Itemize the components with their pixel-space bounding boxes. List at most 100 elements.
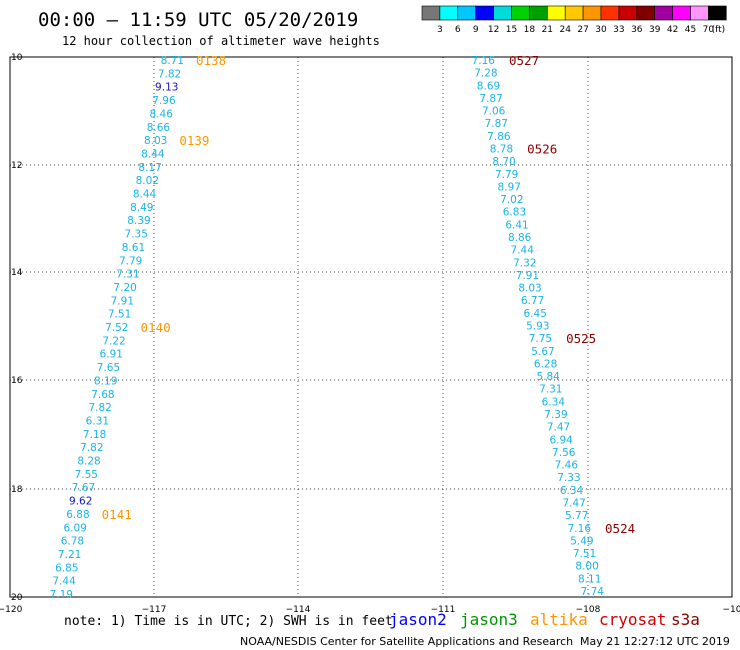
wave-height-value: 9.13 bbox=[155, 82, 178, 94]
wave-height-value: 8.39 bbox=[127, 215, 150, 227]
map-border bbox=[9, 56, 733, 598]
wave-height-value: 7.96 bbox=[152, 95, 176, 107]
wave-height-value: 7.33 bbox=[557, 472, 580, 484]
legend-swatch bbox=[439, 5, 459, 21]
legend-swatch bbox=[564, 5, 584, 21]
wave-height-value: 7.87 bbox=[479, 93, 502, 105]
legend-swatch bbox=[546, 5, 566, 21]
wave-height-value: 8.19 bbox=[94, 375, 117, 387]
pass-time-label: 0527 bbox=[509, 53, 539, 68]
wave-height-value: 6.45 bbox=[524, 308, 547, 320]
wave-height-value: 6.94 bbox=[549, 434, 573, 446]
pass-time-label: 0526 bbox=[527, 142, 557, 157]
wave-height-value: 7.51 bbox=[108, 309, 131, 321]
legend-label: 70 bbox=[703, 25, 715, 35]
wave-height-value: 7.18 bbox=[83, 429, 106, 441]
legend-label: 3 bbox=[437, 25, 443, 35]
wave-height-value: 7.82 bbox=[80, 442, 103, 454]
wave-height-value: 8.17 bbox=[138, 162, 161, 174]
legend-swatch bbox=[600, 5, 620, 21]
wave-height-value: 5.93 bbox=[526, 321, 549, 333]
legend-label: 12 bbox=[488, 25, 499, 35]
wave-height-value: 6.85 bbox=[55, 562, 78, 574]
legend-swatch bbox=[672, 5, 691, 21]
legend-label: 15 bbox=[506, 25, 517, 35]
wave-height-value: 7.47 bbox=[547, 422, 570, 434]
wave-height-value: 6.41 bbox=[505, 219, 528, 231]
wave-height-value: 8.71 bbox=[161, 55, 184, 67]
wave-height-value: 7.47 bbox=[562, 498, 585, 510]
legend-label: 45 bbox=[685, 25, 696, 35]
wave-height-value: 6.83 bbox=[503, 207, 526, 219]
wave-height-value: 8.02 bbox=[136, 175, 159, 187]
wave-height-value: 5.49 bbox=[570, 535, 593, 547]
wave-height-value: 8.03 bbox=[518, 283, 541, 295]
latitude-label: 10 bbox=[11, 53, 23, 63]
longitude-label: −108 bbox=[576, 605, 601, 615]
latitude-label: 12 bbox=[11, 161, 22, 171]
wave-height-value: 7.86 bbox=[487, 131, 511, 143]
wave-height-value: 7.55 bbox=[75, 469, 98, 481]
wave-height-value: 7.82 bbox=[158, 68, 181, 80]
wave-height-value: 8.49 bbox=[130, 202, 153, 214]
wave-height-value: 5.77 bbox=[565, 510, 588, 522]
wave-height-value: 7.91 bbox=[111, 295, 134, 307]
wave-height-value: 8.86 bbox=[508, 232, 532, 244]
wave-height-value: 7.39 bbox=[544, 409, 567, 421]
wave-height-value: 7.28 bbox=[474, 68, 497, 80]
satellite-jason3-label: jason3 bbox=[460, 610, 518, 629]
legend-swatch bbox=[690, 5, 709, 21]
latitude-label: 18 bbox=[11, 485, 23, 495]
wave-height-value: 7.44 bbox=[511, 245, 535, 257]
satellite-s3a-label: s3a bbox=[671, 610, 700, 629]
wave-height-value: 8.44 bbox=[141, 148, 165, 160]
wave-height-value: 5.67 bbox=[531, 346, 554, 358]
wave-height-value: 7.21 bbox=[58, 549, 81, 561]
wave-height-value: 7.51 bbox=[573, 548, 596, 560]
legend-swatch bbox=[636, 5, 655, 21]
wave-height-value: 9.62 bbox=[69, 496, 92, 508]
legend-label: 33 bbox=[613, 25, 624, 35]
wave-height-value: 8.11 bbox=[578, 573, 601, 585]
wave-height-value: 8.61 bbox=[122, 242, 145, 254]
wave-height-value: 7.74 bbox=[581, 586, 605, 598]
longitude-label: −10 bbox=[723, 605, 740, 615]
pass-time-label: 0138 bbox=[196, 53, 226, 68]
map-frame: −120 −117 −114 −111 −108 −10 10 12 14 16 18 20 bbox=[0, 53, 740, 615]
legend-swatch bbox=[457, 5, 476, 21]
legend-swatch bbox=[582, 5, 602, 21]
legend-swatch bbox=[475, 5, 494, 21]
wave-height-value: 6.34 bbox=[542, 396, 566, 408]
wave-height-value: 6.78 bbox=[61, 536, 84, 548]
legend-swatch bbox=[493, 5, 512, 21]
legend-swatch bbox=[618, 5, 638, 21]
wave-height-value: 7.46 bbox=[555, 460, 579, 472]
wave-height-value: 7.82 bbox=[88, 402, 111, 414]
wave-height-value: 6.88 bbox=[66, 509, 89, 521]
satellite-key: jason2 jason3 altika cryosat s3a bbox=[389, 610, 700, 629]
timestamp: May 21 12:27:12 UTC 2019 bbox=[580, 635, 730, 648]
legend-swatch bbox=[708, 5, 727, 21]
wave-height-value: 5.84 bbox=[536, 371, 560, 383]
wave-height-value: 7.16 bbox=[472, 55, 496, 67]
page-subtitle: 12 hour collection of altimeter wave hei… bbox=[62, 34, 380, 48]
wave-height-value: 7.87 bbox=[485, 118, 508, 130]
wave-height-value: 8.03 bbox=[144, 135, 167, 147]
legend-label: 42 bbox=[667, 25, 678, 35]
wave-height-value: 8.00 bbox=[575, 561, 598, 573]
wave-height-value: 8.97 bbox=[498, 181, 521, 193]
wave-height-value: 7.35 bbox=[125, 229, 148, 241]
legend-swatch bbox=[421, 5, 441, 21]
wave-height-value: 7.79 bbox=[119, 255, 142, 267]
wave-height-value: 7.44 bbox=[52, 576, 76, 588]
footnote: note: 1) Time is in UTC; 2) SWH is in fe… bbox=[64, 614, 393, 629]
wave-height-value: 7.19 bbox=[50, 589, 73, 601]
legend-swatch bbox=[529, 5, 548, 21]
latitude-label: 16 bbox=[11, 376, 23, 386]
satellite-jason2-label: jason2 bbox=[389, 610, 447, 629]
wave-height-value: 6.09 bbox=[63, 522, 86, 534]
wave-height-value: 7.79 bbox=[495, 169, 518, 181]
wave-height-value: 7.91 bbox=[516, 270, 539, 282]
pass-time-label: 0139 bbox=[179, 133, 209, 148]
wave-height-value: 6.28 bbox=[534, 358, 557, 370]
